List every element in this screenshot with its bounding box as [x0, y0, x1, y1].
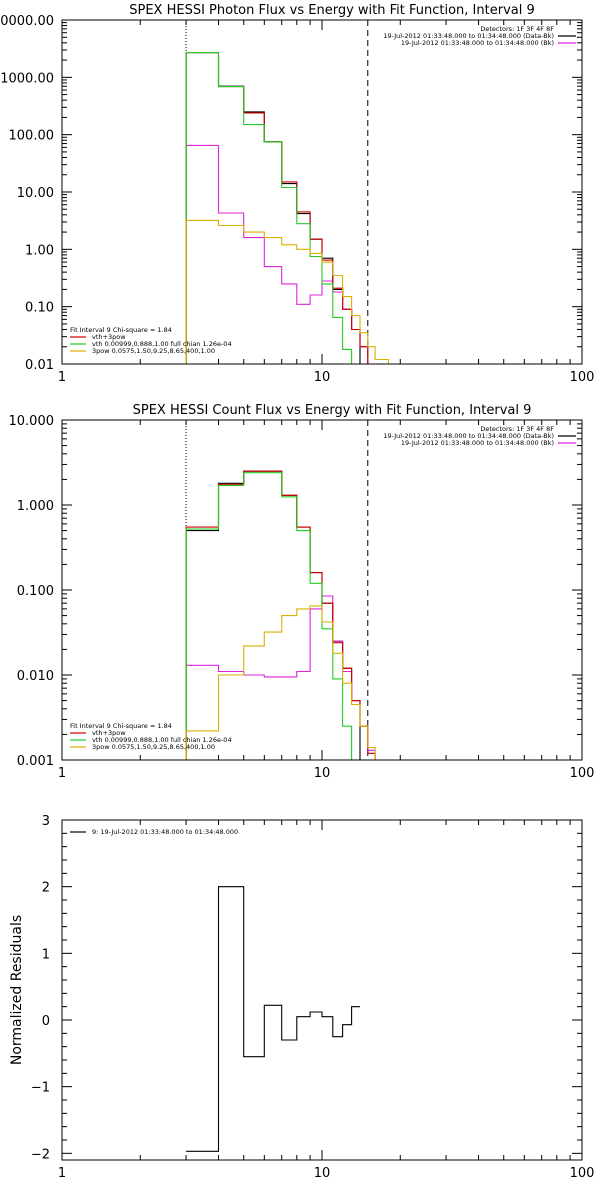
plot-frame: [61, 19, 583, 365]
y-tick-label: 10000.00: [0, 14, 54, 29]
y-tick-label: 2: [42, 881, 50, 896]
chart-title: SPEX HESSI Count Flux vs Energy with Fit…: [133, 403, 532, 418]
y-tick-label: 10.000: [9, 414, 55, 429]
legend-entry-label: 19-Jul-2012 01:33:48.000 to 01:34:48.000…: [383, 32, 554, 40]
y-tick-label: 3: [42, 814, 50, 829]
y-axis-label: Normalized Residuals: [9, 915, 25, 1065]
legend-entry-label: vth+3pow: [92, 333, 126, 341]
series-vth-3pow-line: [185, 470, 376, 760]
chart-title: SPEX HESSI Photon Flux vs Energy with Fi…: [129, 3, 535, 18]
y-tick-label: 0.01: [25, 358, 54, 373]
legend-header: Detectors: 1F 3F 4F 8F: [480, 425, 554, 433]
x-tick-label: 1: [58, 370, 66, 385]
y-tick-label: −2: [31, 1147, 50, 1162]
fit-legend-header: Fit Interval 9 Chi-square = 1.84: [70, 326, 172, 334]
y-tick-label: 1: [42, 947, 50, 962]
series-3pow-line: [185, 605, 376, 760]
plot-frame: [61, 419, 583, 761]
x-tick-label: 100: [570, 766, 595, 781]
y-tick-label: 0.010: [17, 669, 54, 684]
legend-header: Detectors: 1F 3F 4F 8F: [480, 25, 554, 33]
residuals-panel: Normalized Residuals 1 10 100 −2 −1 0 1 2 3 9: 1…: [9, 814, 594, 1181]
photon-flux-panel: SPEX HESSI Photon Flux vs Energy with Fi…: [0, 3, 594, 385]
fit-legend-header: Fit Interval 9 Chi-square = 1.84: [70, 722, 172, 730]
series-residual-line: [186, 886, 360, 1152]
legend-entry-label: 3pow 0.0575,1.50,9.25,8.65,400,1.00: [92, 743, 215, 751]
legend-entry-label: 19-Jul-2012 01:33:48.000 to 01:34:48.000…: [401, 439, 554, 447]
legend-entry-label: 19-Jul-2012 01:33:48.000 to 01:34:48.000…: [401, 39, 554, 47]
y-tick-label: 0.001: [17, 754, 54, 769]
y-tick-label: 0.10: [25, 301, 54, 316]
y-tick-label: 0.100: [17, 584, 54, 599]
count-flux-panel: SPEX HESSI Count Flux vs Energy with Fit…: [9, 403, 595, 781]
y-tick-label: 0: [42, 1014, 50, 1029]
legend-entry-label: vth+3pow: [92, 729, 126, 737]
legend-entry-label: 19-Jul-2012 01:33:48.000 to 01:34:48.000…: [383, 432, 554, 440]
y-tick-label: 10.00: [17, 186, 54, 201]
series-vth-line: [185, 472, 353, 760]
x-tick-label: 10: [314, 766, 331, 781]
y-tick-label: 100.00: [9, 129, 55, 144]
legend-entry-label: 9: 19-Jul-2012 01:33:48.000 to 01:34:48.…: [92, 828, 238, 836]
legend-entry-label: 3pow 0.0575,1.50,9.25,8.65,400,1.00: [92, 347, 215, 355]
y-tick-label: 1.000: [17, 499, 54, 514]
x-tick-label: 1: [58, 1166, 66, 1181]
series-data-bk-line: [185, 470, 361, 760]
series-vth-3pow-line: [185, 52, 376, 365]
x-tick-label: 10: [314, 1166, 331, 1181]
x-tick-label: 100: [570, 370, 595, 385]
x-tick-label: 1: [58, 766, 66, 781]
plot-frame: [61, 819, 583, 1161]
series-vth-line: [185, 52, 360, 365]
y-tick-label: −1: [31, 1081, 50, 1096]
legend-entry-label: vth 0.00999,0.888,1.00 full chian 1.26e-…: [92, 736, 232, 744]
series-bk-line: [185, 144, 376, 365]
y-tick-label: 1.00: [25, 243, 54, 258]
legend-entry-label: vth 0.00999,0.888,1.00 full chian 1.26e-…: [92, 340, 232, 348]
x-tick-label: 100: [570, 1166, 595, 1181]
x-tick-label: 10: [314, 370, 331, 385]
series-3pow-line: [185, 219, 389, 364]
y-tick-label: 1000.00: [0, 71, 54, 86]
